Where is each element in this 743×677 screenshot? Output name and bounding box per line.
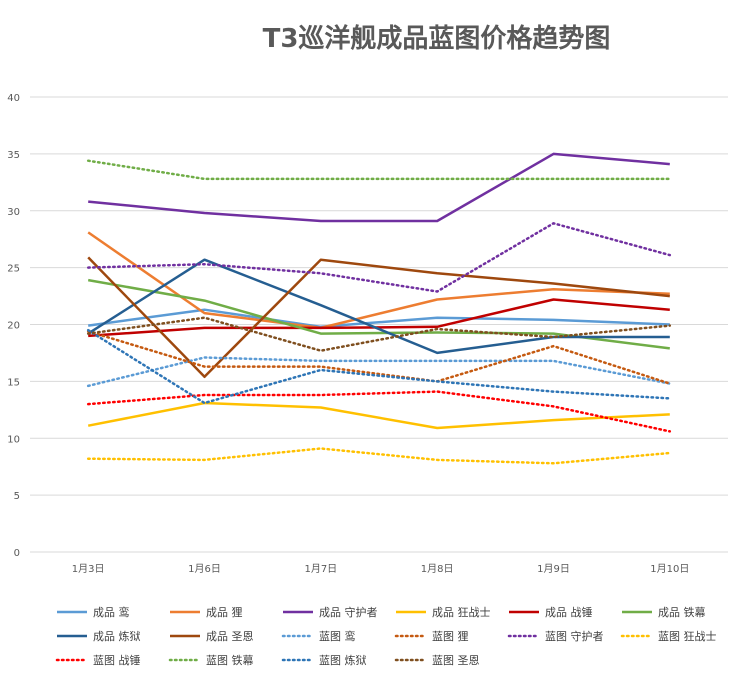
y-tick-label: 0 [14,548,20,559]
series-line-12 [86,390,672,433]
x-tick-label: 1月6日 [188,563,221,575]
series-line-8 [86,356,672,388]
y-tick-label: 40 [7,93,20,104]
x-tick-label: 1月10日 [650,563,689,575]
legend-item: 成品 守护者 [281,604,394,620]
x-tick-label: 1月3日 [72,563,105,575]
x-tick-label: 1月9日 [537,563,570,575]
series-line-2 [88,152,670,223]
legend-swatch [57,610,87,614]
legend-label: 成品 狂战士 [432,606,491,619]
legend-item: 蓝图 铁幕 [168,652,281,668]
series-line-9 [86,330,672,385]
legend-label: 蓝图 战锤 [93,654,141,667]
legend-label: 成品 狸 [206,606,243,619]
legend-item: 成品 铁幕 [620,604,733,620]
legend-item: 蓝图 战锤 [55,652,168,668]
legend-label: 蓝图 鸾 [319,630,356,643]
legend-swatch [507,634,541,638]
legend-swatch [170,610,200,614]
series-line-15 [86,316,672,352]
series-line-14 [86,328,672,405]
legend-item: 成品 炼狱 [55,628,168,644]
legend-label: 蓝图 圣恩 [432,654,480,667]
y-tick-label: 15 [7,377,20,388]
x-axis-ticks: 1月3日 1月6日 1月7日 1月8日 1月9日 1月10日 [72,563,690,575]
y-axis-ticks: 0 5 10 15 20 25 30 35 40 [7,93,20,559]
legend-item: 蓝图 狸 [394,628,507,644]
x-tick-label: 1月8日 [421,563,454,575]
legend-label: 成品 铁幕 [658,606,706,619]
series-line-11 [86,447,672,465]
legend-item: 成品 狂战士 [394,604,507,620]
legend-item: 蓝图 圣恩 [394,652,507,668]
series-line-6 [87,258,670,355]
y-tick-label: 10 [7,434,20,445]
series-line-7 [87,256,670,379]
legend-label: 蓝图 狂战士 [658,630,717,643]
legend-swatch [622,610,652,614]
legend-swatch [168,658,202,662]
series-line-10 [86,222,672,293]
chart-title: T3巡洋舰成品蓝图价格趋势图 [262,24,611,54]
legend-item: 蓝图 炼狱 [281,652,394,668]
legend-swatch [394,634,428,638]
legend-swatch [281,634,315,638]
legend-item: 成品 鸾 [55,604,168,620]
legend-label: 成品 炼狱 [93,630,141,643]
series-line-0 [88,308,670,329]
legend-swatch [55,658,89,662]
legend-label: 蓝图 铁幕 [206,654,254,667]
legend-label: 成品 守护者 [319,606,378,619]
series-line-3 [87,401,670,430]
legend-swatch [509,610,539,614]
gridlines [30,96,728,553]
legend: 成品 鸾 成品 狸 成品 守护者 成品 狂战士 成品 战锤 成品 铁幕成品 炼狱 成品 圣恩… [55,604,735,668]
series-line-4 [88,298,670,338]
legend-swatch [57,634,87,638]
legend-label: 成品 战锤 [545,606,593,619]
legend-label: 蓝图 狸 [432,630,469,643]
legend-swatch [283,610,313,614]
y-tick-label: 35 [7,150,20,161]
legend-label: 成品 鸾 [93,606,130,619]
legend-swatch [281,658,315,662]
y-tick-label: 20 [7,321,20,332]
y-tick-label: 25 [7,264,20,275]
legend-label: 蓝图 炼狱 [319,654,367,667]
legend-item: 蓝图 鸾 [281,628,394,644]
legend-item: 成品 狸 [168,604,281,620]
x-tick-label: 1月7日 [304,563,337,575]
legend-swatch [396,610,426,614]
series-line-13 [86,159,672,181]
legend-item: 成品 战锤 [507,604,620,620]
series-line-1 [87,231,670,330]
series-lines [86,152,672,465]
legend-swatch [170,634,200,638]
y-tick-label: 5 [14,491,20,502]
legend-item: 成品 圣恩 [168,628,281,644]
legend-item: 蓝图 狂战士 [620,628,733,644]
legend-item: 蓝图 守护者 [507,628,620,644]
legend-swatch [620,634,654,638]
legend-label: 蓝图 守护者 [545,630,604,643]
legend-label: 成品 圣恩 [206,630,254,643]
y-tick-label: 30 [7,207,20,218]
legend-swatch [394,658,428,662]
line-chart: 0 5 10 15 20 25 30 35 40 1月3日 1月6日 1月7日 1月8日 1月9日 1月1… [7,93,728,575]
